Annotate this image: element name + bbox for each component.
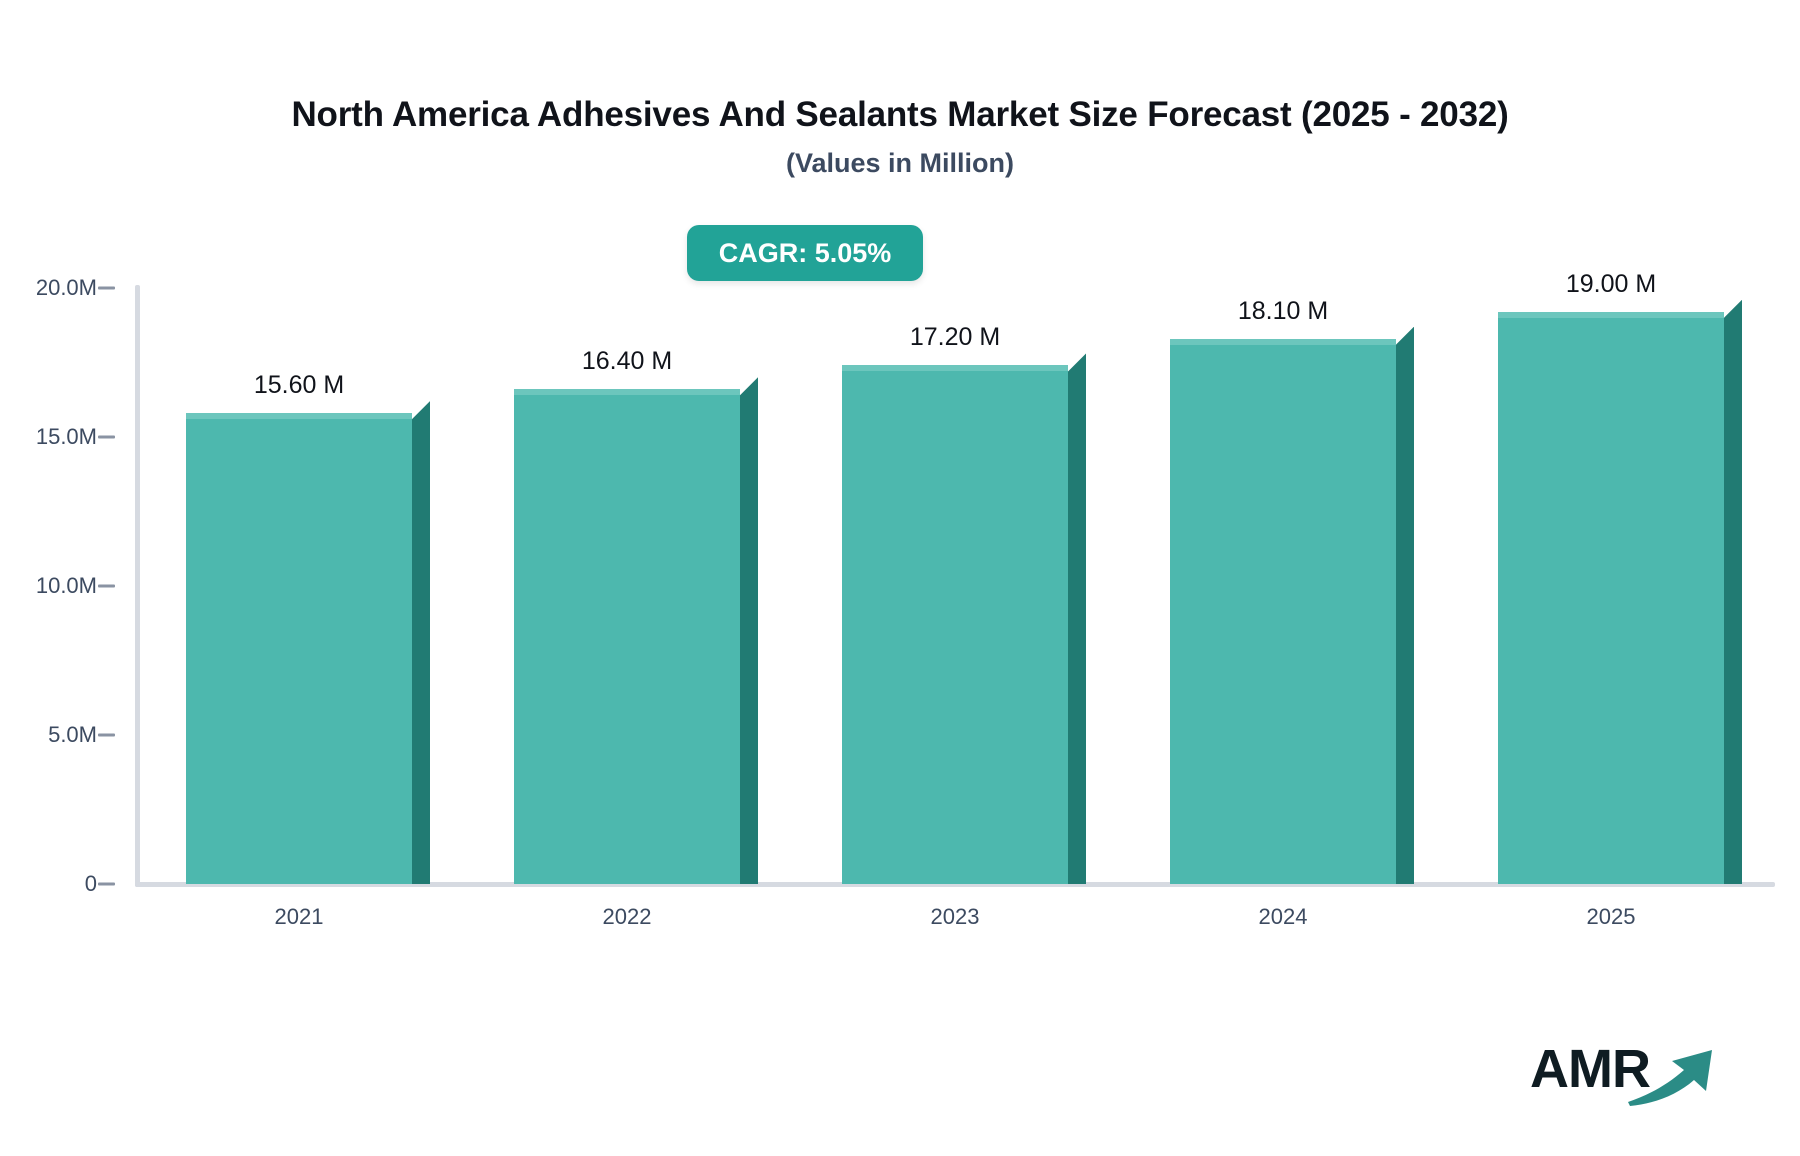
bar-front-face [1498, 317, 1724, 884]
cagr-badge-label: CAGR: 5.05% [718, 237, 892, 268]
logo-wordmark: AMR [1530, 1039, 1651, 1099]
chart-title: North America Adhesives And Sealants Mar… [291, 95, 1509, 134]
amr-logo: AMR [1530, 1038, 1720, 1110]
chart-subtitle: (Values in Million) [785, 148, 1015, 178]
y-tick-mark [98, 882, 115, 886]
bar-side-face [740, 377, 758, 884]
bar-side-face [1724, 299, 1742, 884]
y-tick-label: 20.0M [35, 275, 97, 300]
bar-value-label: 15.60 M [253, 371, 345, 400]
bar [1498, 299, 1742, 884]
y-tick-mark [98, 733, 115, 737]
y-tick-label: 15.0M [35, 424, 97, 449]
y-tick-label: 5.0M [48, 722, 97, 747]
y-tick-label: 10.0M [35, 573, 97, 598]
bar-top-face [842, 365, 1068, 372]
bar [842, 353, 1086, 884]
y-axis-line [135, 285, 140, 887]
bar-front-face [186, 419, 412, 884]
y-tick-mark [98, 584, 115, 588]
bar-value-label: 18.10 M [1237, 296, 1329, 325]
bar-value-label: 19.00 M [1565, 269, 1657, 298]
x-tick-label: 2022 [602, 904, 652, 929]
x-tick-label: 2021 [274, 904, 324, 929]
bar-side-face [412, 401, 430, 884]
bar-side-face [1068, 353, 1086, 884]
bar-top-face [186, 413, 412, 420]
growth-arrow-icon [1628, 1050, 1712, 1106]
x-tick-label: 2023 [930, 904, 980, 929]
bar [1170, 326, 1414, 884]
x-tick-label: 2024 [1258, 904, 1308, 929]
bar-front-face [1170, 344, 1396, 884]
bar [514, 377, 758, 884]
bar-value-label: 17.20 M [909, 323, 1001, 352]
bar-top-face [1170, 338, 1396, 345]
bar-top-face [1498, 311, 1724, 318]
y-tick-mark [98, 286, 115, 290]
bar-value-label: 16.40 M [581, 347, 673, 376]
bar-side-face [1396, 326, 1414, 884]
y-tick-mark [98, 435, 115, 439]
y-tick-label: 0 [84, 871, 97, 896]
x-axis-line [135, 882, 1775, 887]
cagr-badge: CAGR: 5.05% [687, 225, 923, 281]
bar-top-face [514, 389, 740, 396]
bar-front-face [842, 371, 1068, 884]
x-tick-label: 2025 [1586, 904, 1636, 929]
bar-front-face [514, 395, 740, 884]
bar [186, 401, 430, 884]
